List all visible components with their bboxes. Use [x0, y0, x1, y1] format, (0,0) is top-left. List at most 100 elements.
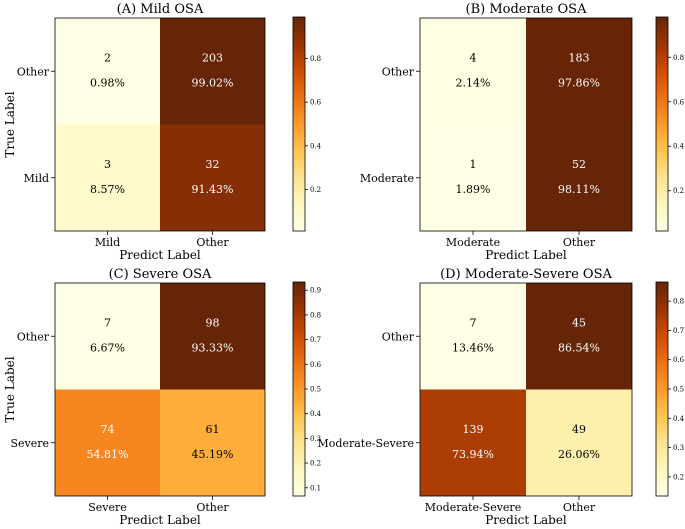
heatmap-cell [526, 283, 632, 390]
colorbar-tick-label: 0.6 [310, 99, 322, 107]
panel-title: (B) Moderate OSA [466, 2, 588, 17]
x-axis-label: Predict Label [485, 248, 567, 262]
colorbar-tick-label: 0.3 [310, 435, 321, 443]
colorbar [655, 281, 669, 497]
heatmap-cell [526, 124, 632, 231]
colorbar-tick-label: 0.6 [310, 361, 322, 369]
heatmap-cell [420, 283, 526, 390]
cell-count-label: 139 [463, 423, 484, 436]
colorbar [655, 16, 669, 232]
y-tick-label: Moderate [360, 172, 414, 185]
cell-percent-label: 98.11% [558, 183, 600, 196]
cell-percent-label: 13.46% [452, 341, 494, 354]
cell-percent-label: 93.33% [192, 341, 234, 354]
heatmap-cell [55, 124, 160, 231]
colorbar-tick-label: 0.8 [310, 311, 321, 319]
colorbar-tick-label: 0.2 [673, 473, 684, 481]
cell-percent-label: 91.43% [192, 183, 234, 196]
colorbar-tick-label: 0.2 [310, 460, 321, 468]
heatmap-cell [55, 18, 160, 125]
cell-percent-label: 8.57% [90, 183, 125, 196]
colorbar-tick-label: 0.4 [310, 142, 322, 150]
colorbar-tick-label: 0.6 [673, 98, 685, 106]
colorbar [292, 281, 306, 497]
heatmap-cell [420, 124, 526, 231]
colorbar-tick-label: 0.4 [673, 143, 685, 151]
colorbar-tick-label: 0.7 [310, 336, 321, 344]
heatmap-cell [526, 389, 632, 496]
cell-count-label: 1 [470, 158, 477, 171]
y-tick-label: Mild [24, 172, 49, 185]
heatmap-cell [160, 283, 265, 390]
heatmap-cell [160, 389, 265, 496]
panel-c: (C) Severe OSA 7 6.67% 98 93.33% 74 54.81% 61 45… [3, 267, 322, 527]
x-tick-label: Moderate-Severe [425, 501, 521, 514]
cell-percent-label: 45.19% [192, 448, 234, 461]
colorbar-tick-label: 0.2 [673, 187, 684, 195]
x-tick-label: Other [196, 236, 229, 249]
colorbar-tick-label: 0.5 [673, 386, 684, 394]
cell-count-label: 2 [104, 51, 111, 64]
x-tick-label: Mild [95, 236, 120, 249]
heatmap-cell [55, 283, 160, 390]
cell-count-label: 52 [572, 158, 586, 171]
y-tick-label: Other [382, 65, 415, 78]
cell-percent-label: 73.94% [452, 448, 494, 461]
colorbar [292, 16, 306, 232]
panel-title: (D) Moderate-Severe OSA [440, 267, 612, 282]
y-axis-label: True Label [3, 91, 17, 157]
y-tick-label: Severe [10, 437, 49, 450]
cell-percent-label: 86.54% [558, 341, 600, 354]
cell-count-label: 203 [202, 51, 223, 64]
cell-count-label: 98 [206, 316, 220, 329]
panel-d: (D) Moderate-Severe OSA 7 13.46% 45 86.54% 13… [318, 267, 685, 527]
x-axis-label: Predict Label [119, 513, 201, 527]
heatmap-cell [420, 18, 526, 125]
y-tick-label: Moderate-Severe [318, 437, 414, 450]
colorbar-tick-label: 0.8 [673, 298, 684, 306]
colorbar-tick-label: 0.6 [673, 356, 685, 364]
cell-percent-label: 54.81% [87, 448, 129, 461]
panel-title: (C) Severe OSA [109, 267, 212, 282]
panel-b: (B) Moderate OSA 4 2.14% 183 97.86% 1 1.89% 52 9… [360, 2, 685, 262]
heatmap-cell [526, 18, 632, 125]
cell-count-label: 74 [101, 423, 115, 436]
colorbar-tick-label: 0.2 [310, 186, 321, 194]
x-tick-label: Other [563, 501, 596, 514]
cell-count-label: 7 [470, 316, 477, 329]
x-axis-label: Predict Label [119, 248, 201, 262]
cell-count-label: 183 [569, 51, 590, 64]
heatmap-cell [420, 389, 526, 496]
y-tick-label: Other [17, 65, 50, 78]
cell-count-label: 32 [206, 158, 220, 171]
y-tick-label: Other [382, 330, 415, 343]
x-axis-label: Predict Label [485, 513, 567, 527]
colorbar-tick-label: 0.5 [310, 386, 321, 394]
heatmap-cell [160, 18, 265, 125]
x-tick-label: Other [196, 501, 229, 514]
x-tick-label: Moderate [446, 236, 500, 249]
colorbar-tick-label: 0.1 [310, 484, 321, 492]
x-tick-label: Severe [88, 501, 127, 514]
panel-a: (A) Mild OSA 2 0.98% 203 99.02% 3 8.57% 32 91.43… [3, 2, 322, 262]
cell-percent-label: 0.98% [90, 76, 125, 89]
colorbar-tick-label: 0.9 [310, 287, 321, 295]
heatmap-frame [54, 17, 266, 232]
cell-count-label: 3 [104, 158, 111, 171]
x-tick-label: Other [563, 236, 596, 249]
cell-count-label: 61 [206, 423, 220, 436]
colorbar-tick-label: 0.7 [673, 327, 684, 335]
heatmap-frame [419, 282, 633, 497]
colorbar-tick-label: 0.8 [673, 54, 684, 62]
cell-count-label: 49 [572, 423, 586, 436]
cell-percent-label: 26.06% [558, 448, 600, 461]
colorbar-tick-label: 0.4 [673, 415, 685, 423]
cell-count-label: 45 [572, 316, 586, 329]
cell-percent-label: 97.86% [558, 76, 600, 89]
y-axis-label: True Label [3, 356, 17, 422]
cell-percent-label: 99.02% [192, 76, 234, 89]
heatmap-cell [160, 124, 265, 231]
cell-count-label: 4 [470, 51, 477, 64]
heatmap-frame [54, 282, 266, 497]
cell-percent-label: 1.89% [456, 183, 491, 196]
